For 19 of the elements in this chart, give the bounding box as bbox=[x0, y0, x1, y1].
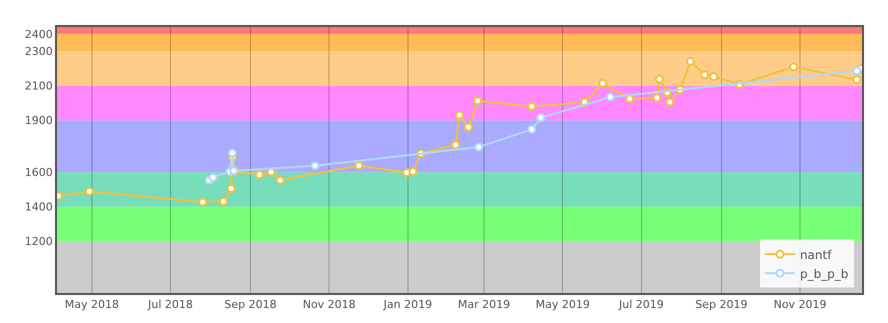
x-tick-label: Mar 2019 bbox=[458, 298, 510, 312]
x-tick-label: Sep 2019 bbox=[695, 298, 748, 312]
legend-label: nantf bbox=[800, 248, 832, 262]
y-tick-label: 1200 bbox=[24, 235, 53, 248]
y-tick-label: 2100 bbox=[24, 80, 53, 93]
x-tick-label: May 2019 bbox=[536, 298, 590, 312]
x-tick-label: Sep 2018 bbox=[224, 298, 277, 312]
x-tick-label: May 2018 bbox=[64, 298, 119, 312]
x-tick-label: Nov 2018 bbox=[302, 298, 356, 312]
y-tick-label: 2400 bbox=[24, 28, 53, 41]
legend-label: p_b_p_b bbox=[800, 266, 848, 281]
x-tick-label: Jul 2019 bbox=[618, 298, 664, 312]
x-tick-label: Jan 2019 bbox=[382, 298, 432, 312]
y-tick-label: 1400 bbox=[24, 200, 53, 214]
x-tick-label: Nov 2019 bbox=[774, 298, 827, 312]
y-tick-label: 1900 bbox=[24, 114, 53, 128]
y-tick-label: 1600 bbox=[24, 166, 53, 179]
y-tick-label: 2300 bbox=[24, 45, 53, 58]
x-tick-label: Jul 2018 bbox=[147, 298, 193, 312]
